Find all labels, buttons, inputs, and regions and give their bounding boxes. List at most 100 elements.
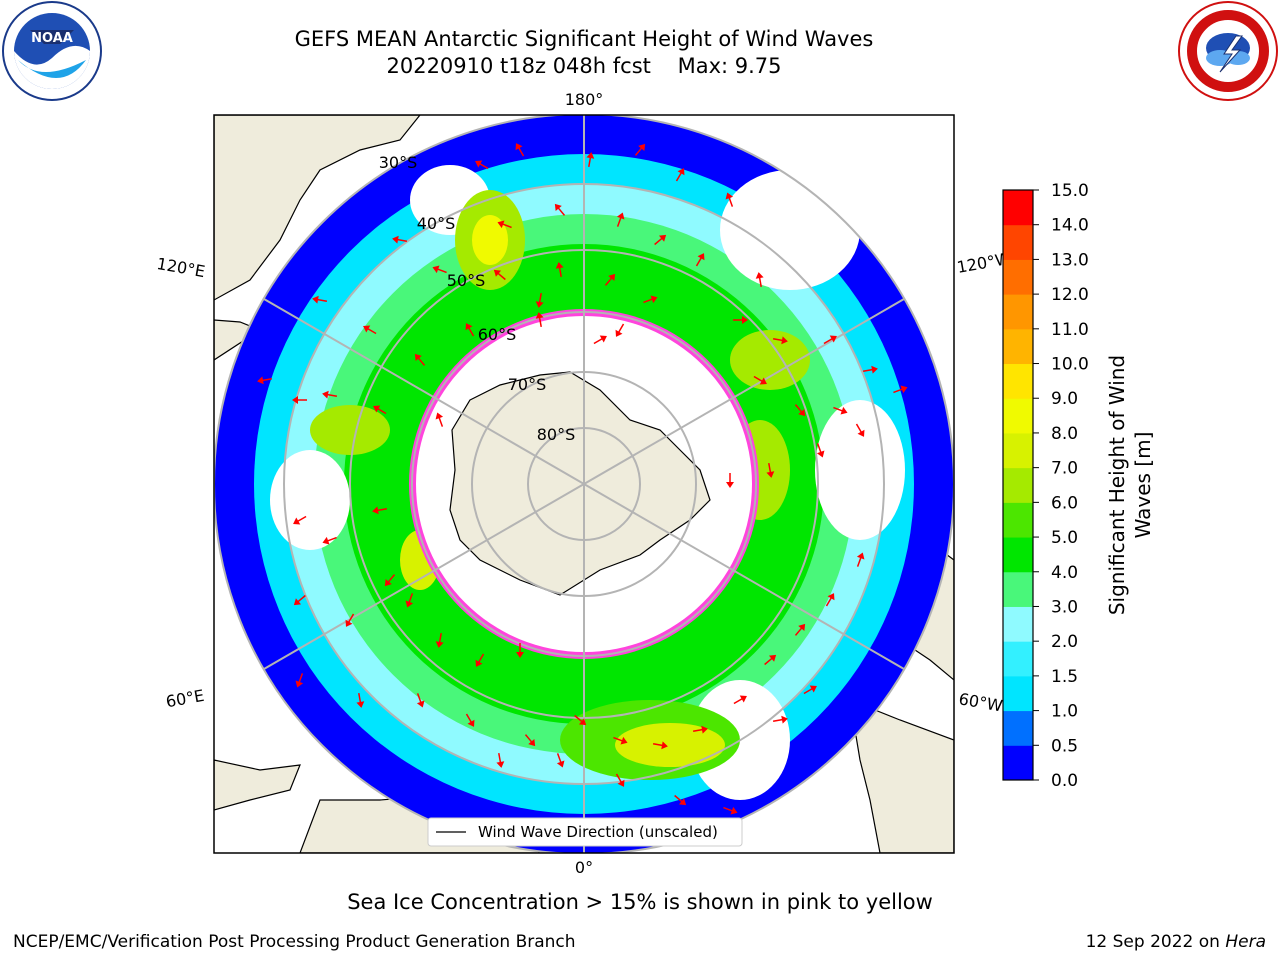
wind-arrow (816, 443, 825, 458)
wind-arrow (405, 593, 414, 608)
wind-arrow (535, 312, 544, 328)
wind-arrow (475, 160, 489, 170)
colorbar-tick-label: 12.0 (1051, 285, 1089, 305)
meridian-label-left-upper: 120°E (155, 254, 206, 281)
wind-arrow (692, 725, 708, 734)
wind-arrow (556, 753, 565, 768)
colorbar-tick-label: 10.0 (1051, 355, 1089, 375)
colorbar-tick-label: 5.0 (1051, 528, 1078, 548)
wind-arrow (855, 423, 865, 437)
footer-date: 12 Sep 2022 on Hera (1086, 932, 1266, 952)
wind-arrow (634, 143, 646, 156)
lat-label-40s: 40°S (417, 214, 456, 233)
wind-arrow (615, 773, 625, 787)
wind-arrow (593, 335, 607, 345)
wind-arrow (753, 375, 767, 385)
wind-arrow (465, 713, 475, 727)
sea-ice-note: Sea Ice Concentration > 15% is shown in … (347, 890, 933, 914)
noaa-logo-text: NOAA (31, 31, 73, 46)
wind-arrow (616, 212, 625, 227)
wind-arrow (643, 295, 658, 304)
wind-arrow (373, 405, 387, 415)
wind-arrow (674, 794, 687, 806)
meridian-label-top: 180° (565, 90, 604, 109)
colorbar-tick-label: 4.0 (1051, 563, 1078, 583)
noaa-logo-icon: NOAA (2, 1, 102, 101)
colorbar-segment (1003, 398, 1033, 434)
meridian-label-left-lower: 60°E (164, 686, 205, 711)
wind-wave-direction-arrows (257, 143, 908, 815)
colorbar-segment (1003, 537, 1033, 573)
footer-machine: Hera (1225, 932, 1266, 952)
wind-arrow (555, 262, 564, 278)
lat-label-30s: 30°S (379, 153, 418, 172)
colorbar-tick-label: 13.0 (1051, 250, 1089, 270)
wind-arrow (515, 143, 525, 157)
wind-arrow (416, 693, 425, 708)
meridian-label-bottom: 0° (575, 858, 593, 877)
lat-label-80s: 80°S (537, 425, 576, 444)
meridian-label-right-lower: 60°W (957, 689, 1004, 715)
wind-arrow (725, 192, 734, 207)
map-frame (213, 114, 955, 854)
legend-label: Wind Wave Direction (unscaled) (478, 823, 718, 841)
colorbar-segment (1003, 224, 1033, 260)
wind-arrow (345, 613, 355, 627)
wind-arrow (675, 168, 685, 182)
wind-arrow (652, 741, 668, 750)
colorbar-segment (1003, 675, 1033, 712)
colorbar-segment (1003, 190, 1033, 226)
colorbar: 0.0 0.5 1.0 1.5 2.0 3.0 4.0 5.0 6.0 7.0 8.0 9.0 10.0… (1002, 181, 1089, 791)
wind-arrow (524, 734, 536, 747)
wind-arrow (856, 552, 865, 567)
colorbar-tick-label: 8.0 (1051, 424, 1078, 444)
wind-arrow (432, 265, 447, 274)
wind-arrow (794, 404, 806, 417)
wind-arrow (322, 390, 338, 399)
wind-arrow (893, 385, 908, 394)
colorbar-title-line-2: Waves [m] (1131, 432, 1155, 539)
wind-arrow (292, 396, 307, 404)
wind-arrow (574, 714, 587, 726)
wind-arrow (613, 736, 628, 745)
wind-arrow (772, 336, 788, 345)
wind-arrow (586, 152, 595, 168)
wind-arrow (516, 643, 524, 658)
wind-arrow (723, 806, 738, 815)
colorbar-frame (1002, 189, 1034, 781)
wind-arrow (823, 335, 837, 345)
colorbar-segment (1003, 710, 1033, 746)
colorbar-segment (1003, 606, 1033, 642)
colorbar-tick-label: 7.0 (1051, 459, 1078, 479)
wind-arrow (496, 752, 505, 768)
wind-arrow (604, 273, 616, 286)
colorbar-segment (1003, 328, 1033, 365)
wind-arrow (772, 715, 788, 724)
wind-arrow (695, 253, 705, 267)
colorbar-title-line-1: Significant Height of Wind (1105, 355, 1129, 615)
colorbar-segment (1003, 363, 1033, 399)
wind-arrow (733, 695, 747, 705)
lat-label-60s: 60°S (478, 325, 517, 344)
wind-arrow (414, 353, 426, 366)
colorbar-segment (1003, 259, 1033, 295)
colorbar-segment (1003, 432, 1033, 469)
colorbar-segment (1003, 745, 1033, 781)
wind-arrow (654, 234, 667, 246)
wind-arrow (293, 594, 306, 606)
wind-arrow (733, 316, 748, 324)
wind-arrow (435, 632, 444, 648)
colorbar-tick-label: 0.5 (1051, 736, 1078, 756)
wind-arrow (497, 220, 512, 229)
graticule (214, 115, 954, 853)
wind-arrow (293, 515, 307, 525)
colorbar-tick-label: 9.0 (1051, 389, 1078, 409)
colorbar-tick-label: 15.0 (1051, 181, 1089, 201)
wind-arrow (764, 654, 777, 666)
colorbar-segment (1003, 502, 1033, 538)
chart-title: GEFS MEAN Antarctic Significant Height o… (0, 26, 1168, 80)
colorbar-tick-label: 1.0 (1051, 702, 1078, 722)
colorbar-tick-label: 0.0 (1051, 771, 1078, 791)
legend: Wind Wave Direction (unscaled) (427, 817, 743, 847)
wind-arrow (615, 323, 625, 337)
